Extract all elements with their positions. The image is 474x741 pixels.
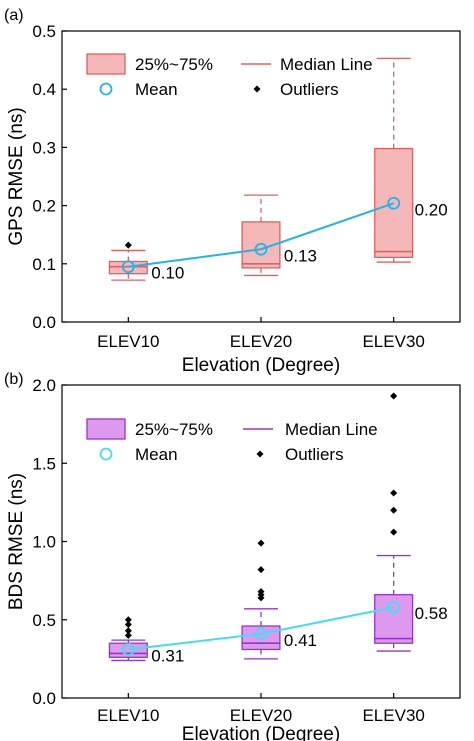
outlier-point	[390, 392, 398, 400]
box-elev20	[241, 539, 281, 660]
y-tick-label: 1.0	[32, 533, 56, 552]
chart-panel-b: 0.0 0.5 1.0 1.5 2.0 ELEV10 ELEV20 ELEV30 Elevati…	[4, 371, 461, 741]
outlier-point	[124, 616, 132, 624]
mean-marker	[254, 627, 268, 641]
y-axis-title: GPS RMSE (ns)	[6, 107, 27, 245]
outlier-point	[257, 539, 265, 547]
legend-box-swatch	[86, 418, 126, 440]
legend: 25%~75% Median Line Mean Outliers	[86, 53, 373, 99]
iqr-box	[374, 594, 414, 644]
outlier-point	[124, 627, 132, 635]
mean-value-label: 0.41	[284, 631, 317, 650]
x-tick-label: ELEV10	[97, 332, 159, 351]
panel-label: (a)	[4, 7, 24, 24]
mean-marker	[254, 242, 268, 256]
legend-median-label: Median Line	[285, 420, 378, 439]
x-tick-label: ELEV30	[362, 332, 424, 351]
mean-line	[128, 606, 394, 651]
y-tick-label: 0.0	[32, 689, 56, 708]
mean-value-label: 0.58	[415, 604, 448, 623]
outlier-point	[257, 566, 265, 574]
y-tick-label: 0.2	[32, 197, 56, 216]
mean-value-label: 0.31	[151, 646, 184, 665]
mean-value-label: 0.13	[284, 246, 317, 265]
box-elev30	[374, 392, 414, 652]
x-tick-label: ELEV30	[362, 706, 424, 725]
outlier-point	[124, 241, 132, 249]
outlier-point	[124, 620, 132, 628]
x-axis-title: Elevation (Degree)	[182, 355, 340, 376]
legend-mean-swatch	[99, 82, 113, 96]
legend: 25%~75% Median Line Mean Outliers	[86, 418, 378, 464]
mean-value-label: 0.20	[415, 200, 448, 219]
legend-box-label: 25%~75%	[135, 420, 213, 439]
y-tick-label: 0.4	[32, 80, 56, 99]
x-tick-label: ELEV20	[230, 706, 292, 725]
mean-line	[128, 202, 394, 268]
y-tick-label: 0.1	[32, 255, 56, 274]
box-elev10	[108, 616, 148, 662]
mean-marker	[387, 196, 401, 210]
y-tick-label: 0.5	[32, 611, 56, 630]
legend-box-label: 25%~75%	[135, 55, 213, 74]
outlier-point	[124, 631, 132, 639]
y-tick-label: 1.5	[32, 454, 56, 473]
iqr-box	[374, 147, 414, 259]
mean-marker	[121, 643, 135, 656]
mean-value-label: 0.10	[151, 264, 184, 283]
mean-marker	[387, 600, 401, 614]
iqr-box	[241, 625, 281, 651]
y-tick-label: 2.0	[32, 376, 56, 395]
legend-outlier-swatch	[253, 85, 261, 93]
x-tick-label: ELEV10	[97, 706, 159, 725]
outlier-point	[390, 489, 398, 497]
box-elev20	[241, 194, 281, 277]
legend-outlier-swatch	[256, 450, 264, 458]
outlier-point	[257, 588, 265, 596]
legend-box-swatch	[86, 53, 126, 75]
legend-mean-swatch	[99, 447, 113, 461]
outlier-point	[390, 506, 398, 514]
x-axis-title: Elevation (Degree)	[182, 724, 340, 741]
outlier-point	[390, 528, 398, 536]
panel-label: (b)	[4, 371, 24, 388]
y-tick-label: 0.5	[32, 22, 56, 41]
legend-median-label: Median Line	[280, 55, 373, 74]
legend-outliers-label: Outliers	[280, 80, 339, 99]
legend-mean-label: Mean	[135, 80, 178, 99]
legend-mean-label: Mean	[135, 445, 178, 464]
legend-outliers-label: Outliers	[285, 445, 344, 464]
chart-panel-a: 0.0 0.1 0.2 0.3 0.4 0.5 ELEV10 ELEV20 ELEV30 Elev…	[4, 7, 461, 376]
mean-marker	[121, 260, 135, 274]
x-tick-label: ELEV20	[230, 332, 292, 351]
y-axis-title: BDS RMSE (ns)	[6, 473, 27, 610]
y-tick-label: 0.3	[32, 138, 56, 157]
y-tick-label: 0.0	[32, 313, 56, 332]
box-elev30	[374, 57, 414, 263]
